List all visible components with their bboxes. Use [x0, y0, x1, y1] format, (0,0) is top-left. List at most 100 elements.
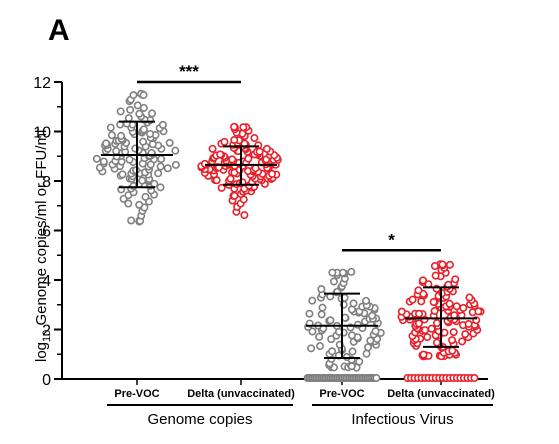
data-point — [240, 211, 249, 220]
data-point — [157, 155, 166, 164]
data-point — [353, 320, 362, 329]
data-point — [99, 157, 108, 166]
data-point — [366, 336, 375, 345]
data-point — [445, 260, 454, 269]
y-tick-label: 8 — [42, 174, 51, 191]
data-point — [327, 335, 336, 344]
y-tick-label: 12 — [33, 75, 51, 92]
data-point — [244, 154, 253, 163]
data-point — [107, 131, 116, 140]
y-tick-label: 6 — [42, 224, 51, 241]
data-point — [459, 303, 468, 312]
data-point — [156, 183, 165, 192]
y-tick-label: 0 — [42, 372, 51, 389]
data-point — [127, 216, 136, 225]
data-point — [139, 137, 148, 146]
data-point — [102, 139, 111, 148]
data-point — [106, 123, 115, 132]
data-point — [124, 199, 133, 208]
data-point — [133, 101, 142, 110]
data-point — [432, 319, 441, 328]
data-point — [139, 125, 148, 134]
data-point — [200, 159, 209, 168]
data-point — [139, 91, 148, 100]
data-point — [449, 328, 458, 337]
data-point — [414, 319, 423, 328]
data-point — [318, 303, 327, 312]
data-point — [414, 286, 423, 295]
data-point — [125, 155, 134, 164]
data-point — [421, 326, 430, 335]
category-label: Pre-VOC — [319, 388, 364, 400]
chart-overlays — [101, 80, 477, 359]
data-point — [316, 342, 325, 351]
data-point — [135, 109, 144, 118]
data-point — [165, 138, 174, 147]
data-point — [141, 192, 150, 201]
significance-label: *** — [179, 62, 199, 81]
data-point — [423, 333, 432, 342]
panel-label: A — [48, 14, 70, 47]
data-point — [230, 122, 239, 131]
data-point — [216, 150, 225, 159]
data-point — [419, 350, 428, 359]
y-tick-label: 10 — [33, 125, 51, 142]
chart-axes: 0 2 4 6 8 10 12 — [33, 75, 488, 389]
data-point — [458, 337, 467, 346]
series-points — [303, 267, 385, 382]
y-axis-label: log10 Genome copies/ml or FFU/ml — [33, 130, 53, 362]
data-point — [408, 295, 417, 304]
data-point — [305, 309, 314, 318]
chart-marks — [92, 89, 485, 382]
data-point — [228, 155, 237, 164]
data-point — [430, 262, 439, 271]
data-point — [156, 162, 165, 171]
data-point-zero — [470, 373, 479, 382]
data-point — [308, 327, 317, 336]
data-point — [208, 144, 217, 153]
data-point — [397, 307, 406, 316]
data-point — [126, 105, 135, 114]
data-point — [117, 131, 126, 140]
data-point — [163, 164, 172, 173]
data-point — [226, 174, 235, 183]
group-label: Infectious Virus — [351, 411, 453, 428]
data-point — [349, 299, 358, 308]
data-point — [112, 147, 121, 156]
data-point — [328, 268, 337, 277]
data-point — [118, 170, 127, 179]
data-point — [317, 285, 326, 294]
data-point — [317, 310, 326, 319]
data-point — [262, 144, 271, 153]
data-point — [431, 271, 440, 280]
data-point — [362, 349, 371, 358]
data-point — [268, 169, 277, 178]
group-label: Genome copies — [147, 411, 252, 428]
significance-label: * — [388, 230, 395, 249]
data-point — [430, 306, 439, 315]
data-point — [171, 160, 180, 169]
y-tick-label: 2 — [42, 323, 51, 340]
data-point — [217, 183, 226, 192]
data-point — [92, 154, 101, 163]
data-point — [451, 275, 460, 284]
data-point — [329, 277, 338, 286]
data-point — [474, 307, 483, 316]
data-point — [158, 120, 167, 129]
data-point — [347, 362, 356, 371]
category-label: Delta (unvaccinated) — [187, 388, 295, 400]
series-points — [397, 260, 485, 382]
data-point — [154, 169, 163, 178]
data-point — [364, 343, 373, 352]
data-point — [427, 324, 436, 333]
data-point — [448, 336, 457, 345]
data-point — [338, 268, 347, 277]
data-point — [452, 302, 461, 311]
series-points — [197, 122, 282, 220]
data-point — [146, 129, 155, 138]
data-point — [461, 330, 470, 339]
data-point — [371, 327, 380, 336]
data-point — [464, 319, 473, 328]
data-point — [220, 137, 229, 146]
